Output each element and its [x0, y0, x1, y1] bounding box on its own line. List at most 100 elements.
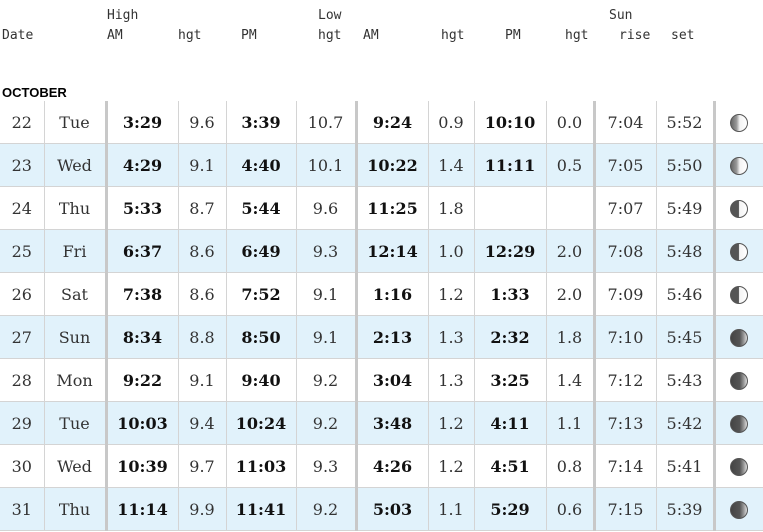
high-am-time: 11:14 [104, 487, 178, 531]
table-row: 30 Wed 10:39 9.7 11:03 9.3 4:26 1.2 4:51 0.8 7:14 5… [0, 444, 763, 488]
moon-phase-cell [712, 272, 763, 316]
day-cell: Wed [43, 444, 106, 488]
high-am-height: 9.1 [177, 358, 226, 402]
low-group-label: Low [318, 8, 342, 23]
high-pm-time: 11:03 [225, 444, 296, 488]
date-cell: 30 [0, 444, 44, 488]
day-cell: Thu [43, 186, 106, 230]
low-pm-height: 2.0 [545, 272, 594, 316]
high-pm-height: 9.2 [295, 487, 356, 531]
low-am-height: 0.9 [427, 101, 474, 144]
day-cell: Thu [43, 487, 106, 531]
low-pm-time: 5:29 [473, 487, 546, 531]
low-am-height: 1.2 [427, 444, 474, 488]
high-pm-time: 10:24 [225, 401, 296, 445]
low-am-header: AM [363, 28, 379, 43]
high-am-height: 9.1 [177, 143, 226, 187]
date-cell: 22 [0, 101, 44, 144]
moon-phase-cell [712, 315, 763, 359]
table-row: 28 Mon 9:22 9.1 9:40 9.2 3:04 1.3 3:25 1.4 7:12 5:4… [0, 358, 763, 402]
low-am-height: 1.8 [427, 186, 474, 230]
sunrise-time: 7:05 [592, 143, 656, 187]
high-pm-time: 7:52 [225, 272, 296, 316]
high-pm-height: 9.6 [295, 186, 356, 230]
sunrise-time: 7:10 [592, 315, 656, 359]
high-am-height: 9.7 [177, 444, 226, 488]
moon-phase-cell [712, 358, 763, 402]
high-am-time: 4:29 [104, 143, 178, 187]
day-cell: Mon [43, 358, 106, 402]
waning-gibbous-icon [730, 156, 749, 175]
moon-phase-cell [712, 401, 763, 445]
high-am-time: 10:03 [104, 401, 178, 445]
low-am-time: 4:26 [354, 444, 428, 488]
high-pm-height: 9.1 [295, 272, 356, 316]
moon-phase-cell [712, 186, 763, 230]
day-cell: Tue [43, 101, 106, 144]
low-am-height: 1.0 [427, 229, 474, 273]
low-am-time: 3:04 [354, 358, 428, 402]
low-am-height: 1.3 [427, 358, 474, 402]
high-am-header: AM [107, 28, 123, 43]
low-am-time: 2:13 [354, 315, 428, 359]
low-pm-height: 0.6 [545, 487, 594, 531]
high-pm-height: 9.1 [295, 315, 356, 359]
sun-group-label: Sun [609, 8, 633, 23]
moon-phase-cell [712, 487, 763, 531]
low-am-time: 3:48 [354, 401, 428, 445]
sunset-time: 5:43 [655, 358, 714, 402]
low-am-time: 10:22 [354, 143, 428, 187]
high-pm-time: 11:41 [225, 487, 296, 531]
high-pm-hgt-header: hgt [318, 28, 342, 43]
low-pm-height: 0.8 [545, 444, 594, 488]
low-am-height: 1.2 [427, 272, 474, 316]
high-pm-height: 9.2 [295, 401, 356, 445]
high-am-height: 8.7 [177, 186, 226, 230]
sunrise-time: 7:07 [592, 186, 656, 230]
table-row: 24 Thu 5:33 8.7 5:44 9.6 11:25 1.8 7:07 5:49 [0, 186, 763, 230]
sunrise-time: 7:15 [592, 487, 656, 531]
waning-crescent-icon [730, 457, 749, 476]
sunset-header: set [671, 28, 695, 43]
sunrise-time: 7:13 [592, 401, 656, 445]
date-cell: 28 [0, 358, 44, 402]
moon-phase-cell [712, 229, 763, 273]
day-cell: Sat [43, 272, 106, 316]
high-am-time: 7:38 [104, 272, 178, 316]
low-am-time: 1:16 [354, 272, 428, 316]
low-pm-time: 4:11 [473, 401, 546, 445]
sunset-time: 5:52 [655, 101, 714, 144]
high-group-label: High [107, 8, 139, 23]
low-pm-time: 4:51 [473, 444, 546, 488]
high-pm-height: 9.3 [295, 229, 356, 273]
date-cell: 27 [0, 315, 44, 359]
low-am-height: 1.1 [427, 487, 474, 531]
moon-phase-cell [712, 444, 763, 488]
high-am-hgt-header: hgt [178, 28, 202, 43]
sunrise-time: 7:14 [592, 444, 656, 488]
low-pm-time: 3:25 [473, 358, 546, 402]
low-pm-height [545, 186, 594, 230]
low-am-time: 5:03 [354, 487, 428, 531]
low-pm-height: 1.4 [545, 358, 594, 402]
day-cell: Tue [43, 401, 106, 445]
low-am-height: 1.3 [427, 315, 474, 359]
table-row: 22 Tue 3:29 9.6 3:39 10.7 9:24 0.9 10:10 0.0 7:04 5… [0, 101, 763, 144]
high-am-time: 9:22 [104, 358, 178, 402]
high-pm-time: 6:49 [225, 229, 296, 273]
high-am-height: 9.9 [177, 487, 226, 531]
table-row: 27 Sun 8:34 8.8 8:50 9.1 2:13 1.3 2:32 1.8 7:10 5:4… [0, 315, 763, 359]
high-am-time: 3:29 [104, 101, 178, 144]
low-pm-hgt-header: hgt [565, 28, 589, 43]
low-am-time: 11:25 [354, 186, 428, 230]
high-am-time: 10:39 [104, 444, 178, 488]
sunset-time: 5:49 [655, 186, 714, 230]
high-am-time: 5:33 [104, 186, 178, 230]
low-pm-time: 2:32 [473, 315, 546, 359]
low-pm-height: 2.0 [545, 229, 594, 273]
high-am-height: 9.6 [177, 101, 226, 144]
high-am-height: 8.8 [177, 315, 226, 359]
date-cell: 29 [0, 401, 44, 445]
sunrise-time: 7:08 [592, 229, 656, 273]
low-pm-time [473, 186, 546, 230]
